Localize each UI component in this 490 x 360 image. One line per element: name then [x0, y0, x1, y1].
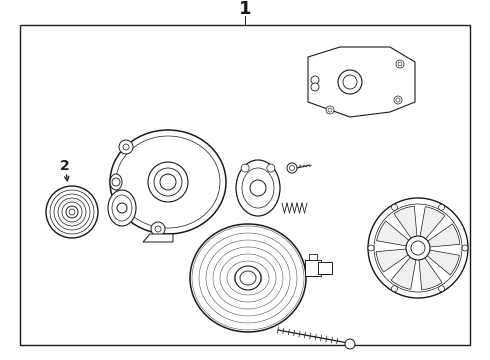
Circle shape [411, 241, 425, 255]
Wedge shape [376, 248, 418, 272]
Circle shape [394, 96, 402, 104]
Bar [318, 262, 332, 274]
Ellipse shape [223, 257, 273, 299]
Ellipse shape [216, 250, 280, 306]
Circle shape [46, 186, 98, 238]
Ellipse shape [108, 190, 136, 226]
Wedge shape [418, 207, 445, 248]
Circle shape [328, 108, 332, 112]
Text: 2: 2 [60, 159, 70, 173]
Ellipse shape [213, 247, 283, 309]
Polygon shape [143, 234, 173, 242]
Ellipse shape [220, 254, 276, 302]
Circle shape [392, 204, 397, 210]
Circle shape [338, 70, 362, 94]
Ellipse shape [206, 240, 290, 316]
Wedge shape [394, 206, 418, 248]
Ellipse shape [199, 233, 297, 323]
Ellipse shape [227, 261, 269, 295]
Circle shape [287, 163, 297, 173]
Ellipse shape [110, 130, 226, 234]
Ellipse shape [236, 160, 280, 216]
Circle shape [54, 194, 90, 230]
Polygon shape [308, 47, 415, 117]
Ellipse shape [237, 271, 259, 285]
Ellipse shape [195, 229, 301, 327]
Ellipse shape [234, 268, 262, 288]
Wedge shape [391, 248, 418, 289]
Circle shape [117, 203, 127, 213]
Circle shape [290, 166, 294, 171]
Circle shape [123, 144, 129, 150]
Bar [305, 260, 321, 276]
Circle shape [62, 202, 82, 222]
Circle shape [50, 190, 94, 234]
Circle shape [398, 62, 402, 66]
Circle shape [250, 180, 266, 196]
Circle shape [155, 226, 161, 232]
Circle shape [374, 204, 462, 292]
Ellipse shape [190, 224, 306, 332]
Wedge shape [418, 224, 460, 248]
Circle shape [267, 164, 275, 172]
Ellipse shape [242, 168, 274, 208]
Circle shape [439, 204, 444, 210]
Wedge shape [377, 221, 418, 248]
Circle shape [58, 198, 86, 226]
Circle shape [392, 286, 397, 292]
Circle shape [368, 198, 468, 298]
Ellipse shape [240, 271, 256, 285]
Circle shape [406, 236, 430, 260]
Bar [309, 254, 317, 260]
Circle shape [66, 206, 78, 218]
Circle shape [160, 174, 176, 190]
Circle shape [241, 164, 249, 172]
Text: 1: 1 [239, 0, 251, 18]
Ellipse shape [235, 266, 261, 290]
Circle shape [396, 60, 404, 68]
Circle shape [151, 222, 165, 236]
Circle shape [462, 245, 468, 251]
Circle shape [119, 140, 133, 154]
Ellipse shape [209, 243, 287, 313]
Ellipse shape [230, 264, 266, 292]
Circle shape [343, 75, 357, 89]
Wedge shape [418, 248, 442, 290]
Circle shape [345, 339, 355, 349]
Circle shape [396, 98, 400, 102]
Circle shape [148, 162, 188, 202]
Circle shape [439, 286, 444, 292]
Wedge shape [418, 248, 459, 275]
Circle shape [112, 178, 120, 186]
Circle shape [311, 83, 319, 91]
Ellipse shape [110, 174, 122, 190]
Ellipse shape [112, 195, 132, 221]
Circle shape [368, 245, 374, 251]
Ellipse shape [192, 226, 304, 330]
Ellipse shape [202, 236, 294, 320]
Circle shape [69, 209, 75, 215]
Circle shape [311, 76, 319, 84]
Circle shape [326, 106, 334, 114]
Circle shape [154, 168, 182, 196]
Bar [20, 25, 470, 345]
